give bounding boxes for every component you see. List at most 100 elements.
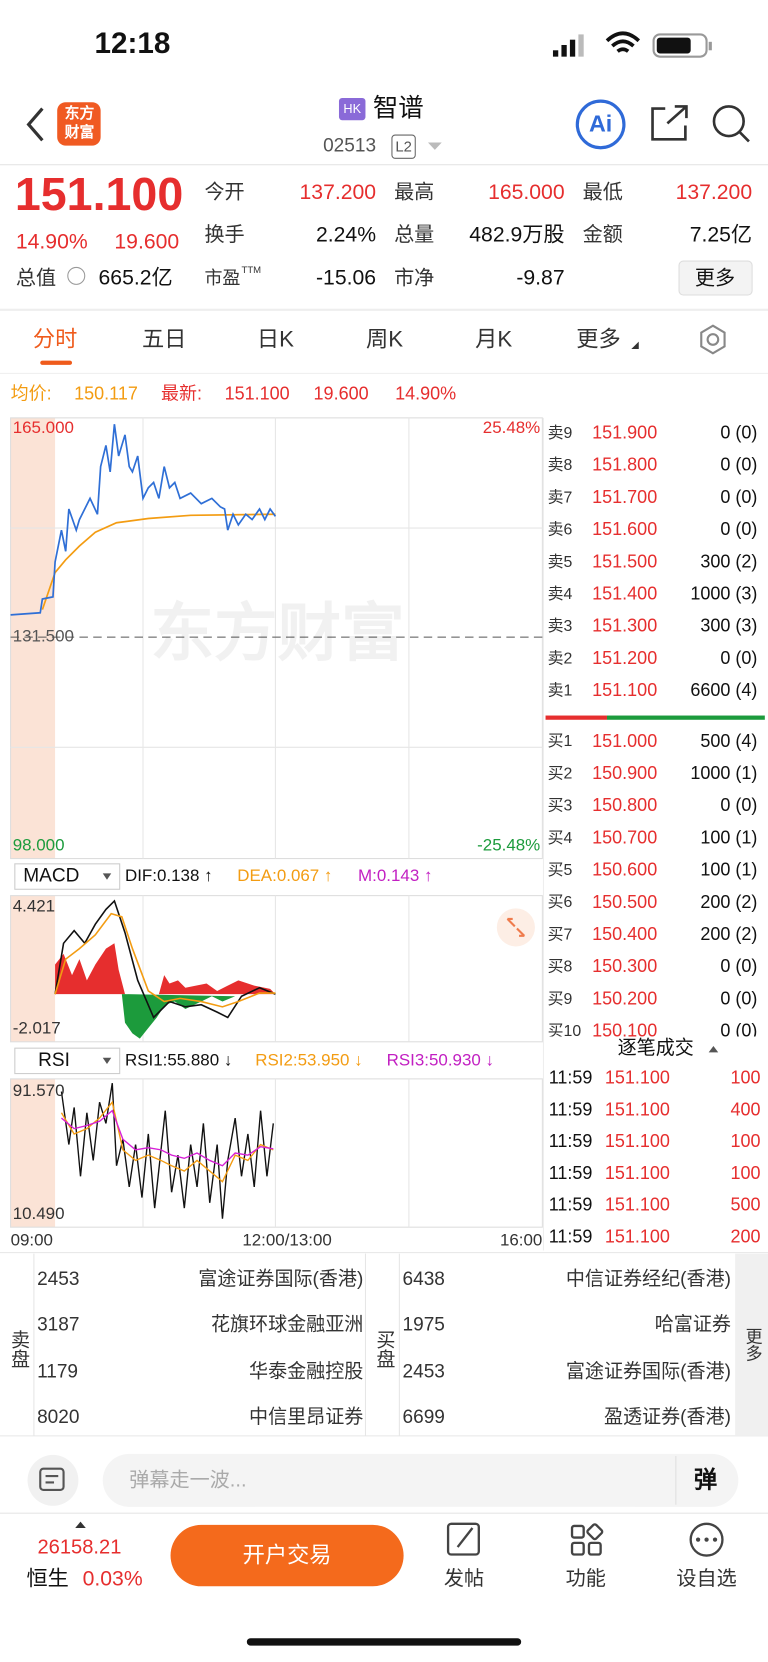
axis-label: 165.000 [13,418,74,437]
book-label: 卖9 [548,424,573,442]
macd-chart [10,863,543,1043]
stat-label: 市盈 [204,268,240,288]
trades-title[interactable]: 逐笔成交 [618,1037,694,1059]
comment-placeholder[interactable]: 弹幕走一波... [129,1469,246,1492]
danmaku-button[interactable]: 弹 [694,1467,717,1493]
book-qty: 0 (0) [720,455,757,475]
market-badge [338,97,366,121]
stat-value: 2.24% [316,223,376,246]
last-change-percent: 14.90% [395,383,456,403]
book-price: 150.700 [592,827,657,847]
price: 151.100 [15,168,183,220]
indicator-select[interactable]: RSI [38,1050,70,1071]
trade-price: 151.100 [605,1195,670,1215]
book-label: 卖5 [548,553,573,571]
book-qty: 200 (2) [700,924,757,944]
action-label[interactable]: 功能 [566,1567,606,1590]
stat-value: -15.06 [316,267,376,290]
broker-code: 1179 [37,1361,78,1382]
share-button[interactable] [651,105,688,141]
indicator-select[interactable]: MACD [23,866,79,887]
status-icons [552,31,712,58]
tab[interactable]: 更多 [576,326,620,351]
trade-time: 11:59 [549,1195,593,1215]
broker-more[interactable]: 更多 [743,1328,762,1362]
book-qty: 0 (0) [720,519,757,539]
comment-icon[interactable] [27,1454,79,1506]
ai-text[interactable]: Ai [589,111,612,137]
book-price: 150.600 [592,860,657,880]
settings-button[interactable] [700,324,726,355]
trade-volume: 100 [731,1131,761,1151]
indicator-value: RSI3:50.930 ↓ [387,1050,494,1069]
broker-code: 2453 [403,1361,445,1382]
book-price: 151.400 [592,584,657,604]
trade-volume: 500 [731,1195,761,1215]
trade-price: 151.100 [605,1163,670,1183]
book-label: 卖8 [548,456,573,474]
book-price: 150.400 [592,924,657,944]
level-badge [391,134,416,159]
book-price: 150.800 [592,795,657,815]
book-label: 卖6 [548,521,573,539]
stat-label: 今开 [204,181,244,204]
more-button-text[interactable]: 更多 [695,266,735,289]
sort-arrow[interactable] [708,1046,719,1053]
stat-label: 总值 [16,266,56,289]
tab[interactable]: 分时 [33,326,77,351]
change-percent: 14.90% [16,231,88,254]
search-button[interactable] [712,105,750,143]
action-label[interactable]: 设自选 [676,1567,736,1590]
dropdown-arrow[interactable] [427,142,442,150]
book-label: 买6 [548,893,573,911]
stat-value: 482.9万股 [469,223,564,246]
action-label[interactable]: 发帖 [444,1567,484,1590]
tab[interactable]: 周K [366,326,403,351]
broker-side-label: 卖盘 [8,1330,30,1368]
book-price: 151.000 [592,731,657,751]
broker-code: 6699 [403,1407,445,1428]
last-label: 最新: [161,383,202,403]
ask-bar [545,715,607,720]
tab-indicator [40,360,73,365]
book-price: 150.900 [592,763,657,783]
back-button[interactable] [26,107,44,142]
stat-value: 137.200 [300,181,377,204]
trade-button-text[interactable]: 开户交易 [243,1543,332,1568]
trade-volume: 200 [731,1227,761,1247]
watchlist-icon[interactable] [689,1522,724,1557]
book-price: 151.500 [592,551,657,571]
time-label: 16:00 [500,1230,542,1249]
tab[interactable]: 月K [475,326,512,351]
book-price: 150.100 [592,1021,657,1041]
info-icon[interactable] [67,266,86,285]
bid-bar [606,715,765,720]
market-badge-text: HK [343,101,361,116]
more-button[interactable] [678,260,753,296]
comment-input[interactable] [102,1453,739,1507]
function-icon[interactable] [570,1523,604,1556]
book-qty: 0 (0) [720,988,757,1008]
tab[interactable]: 日K [257,326,294,351]
stat-value: 665.2亿 [99,266,173,290]
broker-more-bg[interactable] [735,1253,768,1436]
ai-button[interactable] [575,99,626,150]
post-icon[interactable] [446,1522,480,1556]
book-qty: 500 (4) [700,731,757,751]
trade-volume: 400 [731,1099,761,1119]
broker-name: 中信里昂证券 [249,1406,363,1428]
axis-label: 4.421 [13,897,55,916]
indicator-value: DEA:0.067 ↑ [237,866,332,885]
broker-code: 8020 [37,1407,79,1428]
broker-grid [0,1253,768,1437]
tab[interactable]: 五日 [142,326,186,351]
book-qty: 100 (1) [700,827,757,847]
logo [57,102,101,146]
broker-name: 花旗环球金融亚洲 [211,1314,363,1336]
book-qty: 1000 (3) [690,584,757,604]
trade-button[interactable] [170,1524,404,1587]
trade-time: 11:59 [549,1163,593,1183]
axis-label: 131.500 [13,627,74,646]
